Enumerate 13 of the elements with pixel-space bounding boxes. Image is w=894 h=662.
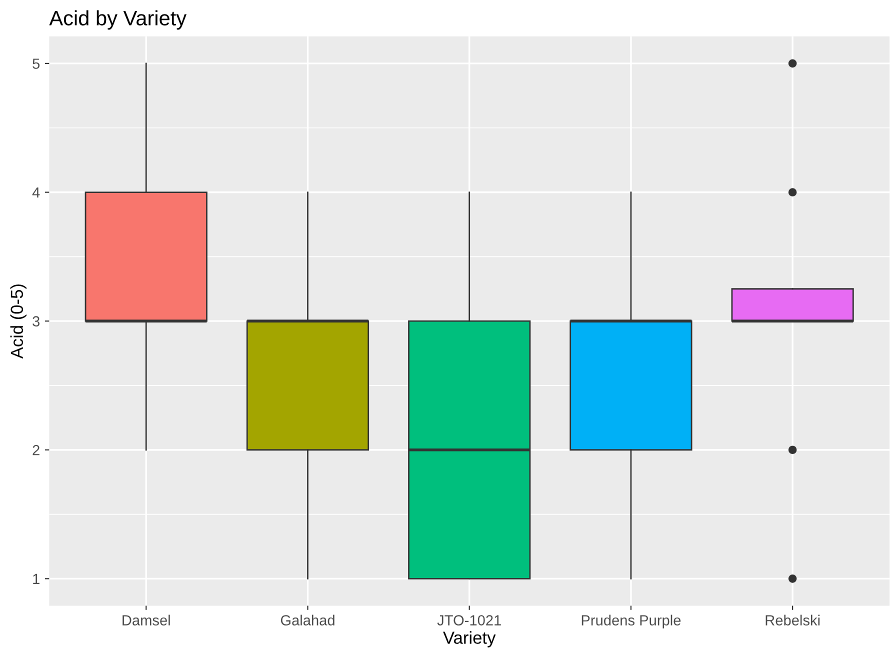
y-axis-title: Acid (0-5) <box>10 284 26 359</box>
x-axis-title: Variety <box>443 631 496 648</box>
x-tick-label: JTO-1021 <box>437 615 501 626</box>
x-tick-label: Prudens Purple <box>582 614 681 628</box>
y-tick-label: 4 <box>32 188 40 198</box>
y-tick-label: 2 <box>32 444 40 456</box>
y-tick-label: 3 <box>32 316 40 326</box>
x-tick-label: Rebelski <box>766 614 820 626</box>
x-tick-label: Galahad <box>280 614 334 626</box>
y-tick-label: 1 <box>33 574 40 584</box>
chart-title: Acid by Variety <box>49 10 187 30</box>
y-tick-label: 5 <box>32 58 40 69</box>
x-tick-label: Damsel <box>122 614 170 626</box>
